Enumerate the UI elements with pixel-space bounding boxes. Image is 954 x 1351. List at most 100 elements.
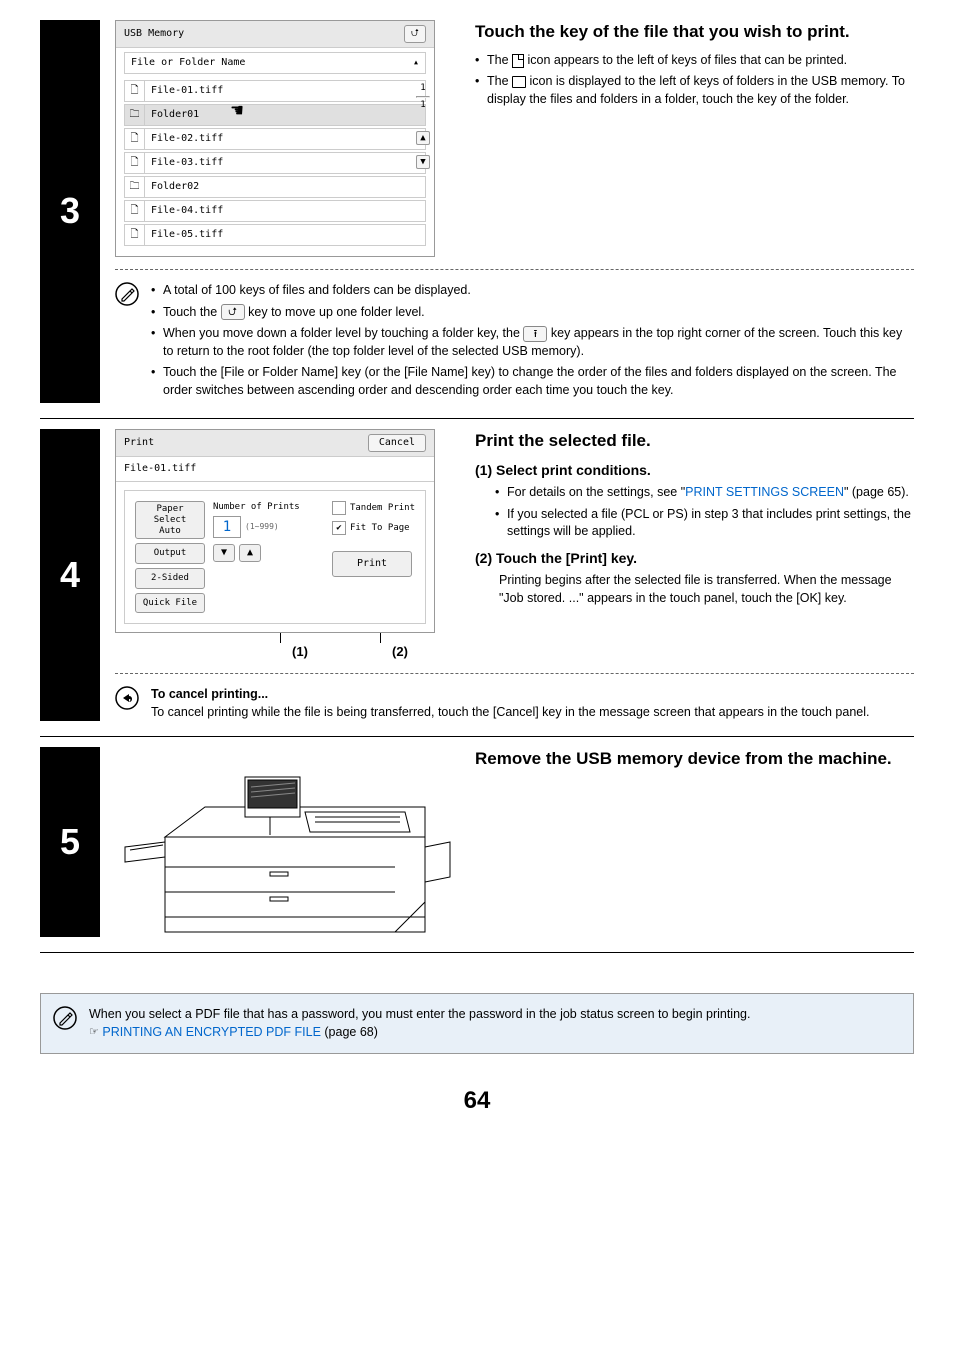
list-item[interactable]: 🗀Folder02 [124,176,426,198]
scroll-down-button[interactable]: ▼ [416,155,430,169]
scroll-up-button[interactable]: ▲ [416,131,430,145]
paper-select-button[interactable]: Paper SelectAuto [135,501,205,539]
usb-panel-header: USB Memory ⮍ [116,21,434,48]
bottom-note-post: (page 68) [321,1025,378,1039]
note-item: A total of 100 keys of files and folders… [151,282,914,300]
printer-illustration [115,747,455,937]
two-sided-button[interactable]: 2-Sided [135,568,205,589]
item-name: File-05.tiff [145,225,425,245]
print-panel-header: Print Cancel [116,430,434,457]
item-name: File-04.tiff [145,201,425,221]
step-number: 3 [60,186,80,236]
cancel-note-block: To cancel printing... To cancel printing… [115,686,914,721]
callout-2: (2) [392,644,408,659]
note-list: A total of 100 keys of files and folders… [151,282,914,399]
item-name: File-01.tiff [145,81,425,101]
substep-2: (2) Touch the [Print] key. [475,549,914,569]
back-note-icon [115,686,139,710]
cancel-text: To cancel printing while the file is bei… [151,704,914,722]
folder-icon [512,76,526,88]
page-number: 64 [40,1084,914,1118]
item-name: File-02.tiff [145,129,425,149]
list-item[interactable]: 🗋File-05.tiff [124,224,426,246]
step-title: Print the selected file. [475,429,914,453]
step-4: 4 Print Cancel File-01.tiff Paper Select… [40,429,914,737]
encrypted-pdf-link[interactable]: PRINTING AN ENCRYPTED PDF FILE [102,1025,321,1039]
step-3: 3 USB Memory ⮍ File or Folder Name ▴ 🗋Fi… [40,20,914,419]
print-header-title: Print [124,436,154,450]
pencil-note-icon [53,1006,77,1030]
step-title: Touch the key of the file that you wish … [475,20,914,44]
file-icon: 🗋 [125,81,145,101]
print-panel: Print Cancel File-01.tiff Paper SelectAu… [115,429,435,633]
bullet-item: The icon is displayed to the left of key… [475,73,914,108]
folder-up-button[interactable]: ⮍ [404,25,426,43]
divider [115,673,914,674]
cancel-title: To cancel printing... [151,686,914,704]
print-settings-link[interactable]: PRINT SETTINGS SCREEN [685,485,844,499]
sub-bullet-item: For details on the settings, see "PRINT … [495,484,914,502]
tandem-label: Tandem Print [350,502,415,515]
sub-bullet-item: If you selected a file (PCL or PS) in st… [495,506,914,541]
tandem-print-option[interactable]: Tandem Print [332,501,415,515]
usb-memory-panel: USB Memory ⮍ File or Folder Name ▴ 🗋File… [115,20,435,257]
sort-label: File or Folder Name [131,56,245,70]
list-item[interactable]: 🗋File-02.tiff [124,128,426,150]
sort-arrow-icon: ▴ [413,56,419,70]
sub-bullet-list: For details on the settings, see "PRINT … [475,484,914,541]
fit-label: Fit To Page [350,522,410,535]
item-name: File-03.tiff [145,153,425,173]
file-list: 🗋File-01.tiff 🗀Folder01 🗋File-02.tiff 🗋F… [116,78,434,256]
step-number: 4 [60,550,80,600]
step-number: 5 [60,817,80,867]
sort-header-button[interactable]: File or Folder Name ▴ [124,52,426,74]
print-filename: File-01.tiff [116,457,434,482]
root-key-icon: ⭱ [523,326,547,342]
list-item[interactable]: 🗋File-01.tiff [124,80,426,102]
num-prints-value[interactable]: 1 [213,516,241,538]
note-item: Touch the [File or Folder Name] key (or … [151,364,914,399]
print-button[interactable]: Print [332,551,412,577]
checkbox-icon [332,501,346,515]
file-icon: 🗋 [125,153,145,173]
decrement-button[interactable]: ▼ [213,544,235,562]
cancel-button[interactable]: Cancel [368,434,426,452]
item-name: Folder02 [145,177,425,197]
output-button[interactable]: Output [135,543,205,564]
num-prints-label: Number of Prints [213,501,324,514]
note-item: Touch the ⮍ key to move up one folder le… [151,304,914,322]
note-item: When you move down a folder level by tou… [151,325,914,360]
increment-button[interactable]: ▲ [239,544,261,562]
folder-icon: 🗀 [125,105,145,125]
bullet-item: The icon appears to the left of keys of … [475,52,914,70]
file-icon [512,54,524,68]
list-item[interactable]: 🗋File-03.tiff [124,152,426,174]
step-number-col: 5 [40,747,100,937]
cursor-hand-icon: ☚ [231,96,243,124]
step-number-box: 3 [40,20,100,403]
pencil-note-icon [115,282,139,306]
fit-to-page-option[interactable]: ✔ Fit To Page [332,521,410,535]
substep-2-text: Printing begins after the selected file … [475,572,914,607]
note-block: A total of 100 keys of files and folders… [115,282,914,403]
checkbox-checked-icon: ✔ [332,521,346,535]
bullet-list: The icon appears to the left of keys of … [475,52,914,109]
step-5: 5 [40,747,914,953]
file-icon: 🗋 [125,225,145,245]
quick-file-button[interactable]: Quick File [135,593,205,614]
item-name: Folder01 [145,105,425,125]
bottom-note-text: When you select a PDF file that has a pa… [89,1006,901,1024]
usb-title: USB Memory [124,27,184,41]
step-number-col: 3 [40,20,100,403]
print-body: Paper SelectAuto Output 2-Sided Quick Fi… [124,490,426,624]
page-indicator: 11 [416,82,430,111]
list-item[interactable]: 🗀Folder01 [124,104,426,126]
list-item[interactable]: 🗋File-04.tiff [124,200,426,222]
divider [115,269,914,270]
step-number-box: 5 [40,747,100,937]
file-icon: 🗋 [125,201,145,221]
step-number-box: 4 [40,429,100,721]
step-number-col: 4 [40,429,100,721]
ref-icon: ☞ [89,1025,99,1040]
step-title: Remove the USB memory device from the ma… [475,747,914,771]
